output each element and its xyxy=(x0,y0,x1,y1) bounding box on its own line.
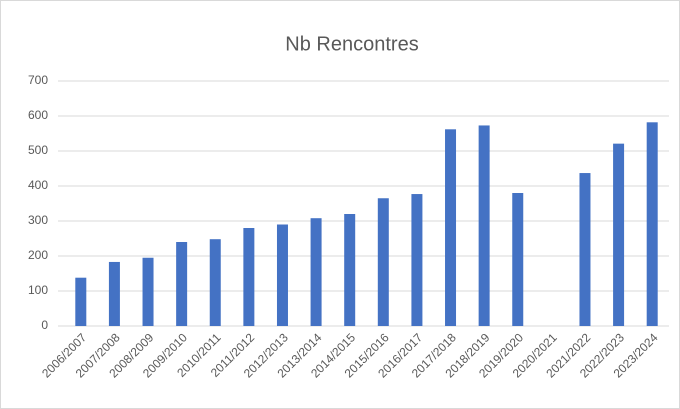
y-tick-label: 200 xyxy=(28,248,48,262)
y-tick-label: 400 xyxy=(28,178,48,192)
y-tick-label: 500 xyxy=(28,143,48,157)
bar xyxy=(411,194,423,326)
y-tick-label: 700 xyxy=(28,73,48,87)
bar xyxy=(75,277,87,326)
bar xyxy=(108,261,120,326)
bar xyxy=(478,125,490,326)
bar xyxy=(445,129,457,326)
bar xyxy=(276,224,288,326)
bar xyxy=(344,214,356,326)
chart-title: Nb Rencontres xyxy=(285,33,418,55)
y-tick-label: 600 xyxy=(28,108,48,122)
bar xyxy=(613,143,625,326)
bar xyxy=(243,228,255,326)
y-tick-label: 0 xyxy=(41,318,48,332)
y-tick-label: 100 xyxy=(28,283,48,297)
bar xyxy=(310,218,322,326)
bar xyxy=(142,257,154,326)
bar xyxy=(512,193,524,326)
bar xyxy=(646,122,658,326)
bar xyxy=(579,173,591,326)
y-tick-label: 300 xyxy=(28,213,48,227)
bar xyxy=(377,198,389,326)
bar xyxy=(176,242,188,326)
bar xyxy=(209,239,221,326)
